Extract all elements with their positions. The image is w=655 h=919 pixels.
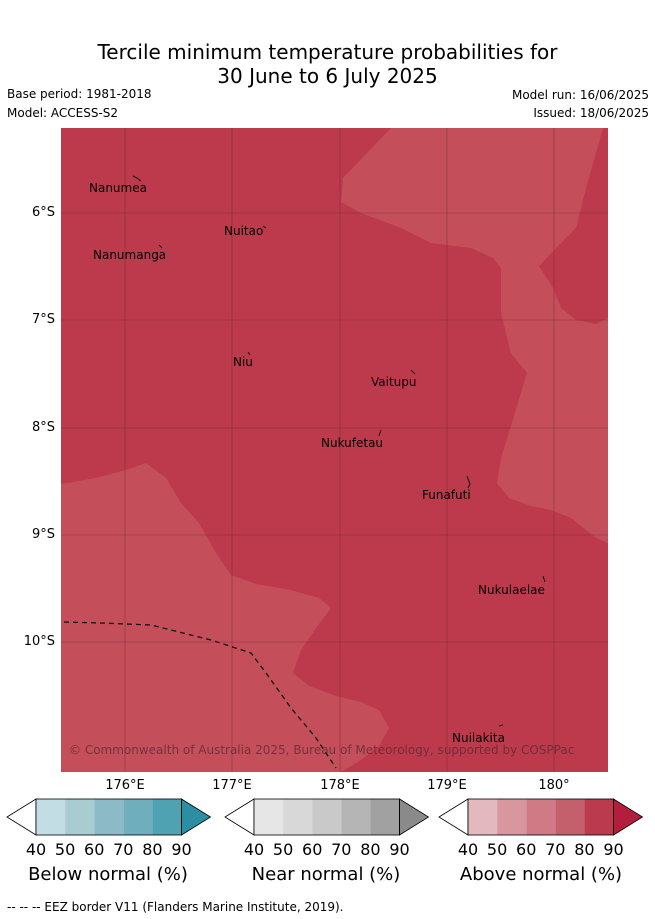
place-label-nuilakita: Nuilakita xyxy=(452,731,505,745)
colorbar-above-min-extension xyxy=(438,798,469,836)
colorbar-label-below: Below normal (%) xyxy=(28,864,188,885)
colorbars xyxy=(6,798,644,836)
base-period: Base period: 1981-2018 xyxy=(7,87,152,101)
island-vaitupu xyxy=(410,369,416,375)
chart-title: Tercile minimum temperature probabilitie… xyxy=(0,40,655,88)
island-funafuti xyxy=(466,475,471,489)
colorbar-near-tick-70: 70 xyxy=(331,840,352,859)
copyright-notice: © Commonwealth of Australia 2025, Bureau… xyxy=(69,743,575,757)
colorbar-below-min-extension xyxy=(6,798,37,836)
colorbar-near-tick-80: 80 xyxy=(360,840,381,859)
place-label-nuitao: Nuitao xyxy=(224,224,264,238)
colorbar-near-outline xyxy=(253,798,400,836)
title-line-2: 30 June to 6 July 2025 xyxy=(217,64,438,88)
colorbar-above-segment-0 xyxy=(468,799,498,835)
colorbar-below-tick-70: 70 xyxy=(113,840,134,859)
lighter-region-southwest xyxy=(61,463,389,772)
island-nanumanga xyxy=(158,244,163,249)
lat-label-8s: 8°S xyxy=(31,420,55,435)
colorbar-label-near: Near normal (%) xyxy=(251,864,401,885)
colorbar-below-max-extension xyxy=(181,798,212,836)
colorbar-below-segment-0 xyxy=(36,799,66,835)
colorbar-near-segment-1 xyxy=(283,799,313,835)
colorbar-near-segment-4 xyxy=(370,799,400,835)
colorbar-near-tick-60: 60 xyxy=(302,840,323,859)
colorbar-above-tick-60: 60 xyxy=(516,840,537,859)
colorbar-above-tick-80: 80 xyxy=(574,840,595,859)
lon-label-180: 180° xyxy=(538,778,570,793)
colorbar-above-segment-1 xyxy=(497,799,527,835)
lon-label-178e: 178°E xyxy=(320,778,360,793)
colorbar-near-min-extension xyxy=(224,798,255,836)
island-outlines xyxy=(132,175,546,727)
colorbar-below-segment-2 xyxy=(94,799,124,835)
lat-label-10s: 10°S xyxy=(23,634,55,649)
lat-label-6s: 6°S xyxy=(31,205,55,220)
colorbar-above-max-extension xyxy=(613,798,644,836)
colorbar-near-tick-50: 50 xyxy=(272,840,294,859)
colorbar-near-tick-90: 90 xyxy=(389,840,410,859)
colorbar-above-segment-3 xyxy=(555,799,585,835)
colorbar-below-outline xyxy=(35,798,182,836)
place-label-nukulaelae: Nukulaelae xyxy=(478,583,545,597)
colorbar-below-tick-60: 60 xyxy=(84,840,105,859)
colorbar-below-tick-90: 90 xyxy=(171,840,192,859)
colorbar-near-max-extension xyxy=(399,798,430,836)
issued-date: Issued: 18/06/2025 xyxy=(533,106,649,120)
eez-legend-note: -- -- -- EEZ border V11 (Flanders Marine… xyxy=(7,900,344,914)
island-nanumea xyxy=(132,175,142,182)
colorbar-near-segment-3 xyxy=(341,799,371,835)
colorbar-near-segment-0 xyxy=(254,799,284,835)
colorbar-near-tick-40: 40 xyxy=(243,840,265,859)
lon-label-179e: 179°E xyxy=(427,778,467,793)
lon-label-176e: 176°E xyxy=(105,778,145,793)
graticule xyxy=(61,128,608,772)
colorbar-above-tick-40: 40 xyxy=(457,840,479,859)
island-nukulaelae xyxy=(542,575,546,583)
lat-label-7s: 7°S xyxy=(31,312,55,327)
island-niu xyxy=(247,351,251,356)
colorbar-below-segment-4 xyxy=(152,799,182,835)
place-label-vaitupu: Vaitupu xyxy=(371,375,417,389)
place-label-nukufetau: Nukufetau xyxy=(321,436,384,450)
lon-label-177e: 177°E xyxy=(212,778,252,793)
model-run: Model run: 16/06/2025 xyxy=(511,88,649,102)
map-canvas xyxy=(61,128,608,772)
colorbar-above-tick-70: 70 xyxy=(545,840,566,859)
colorbar-below-segment-1 xyxy=(65,799,95,835)
place-label-nanumanga: Nanumanga xyxy=(93,248,167,262)
colorbar-below-tick-40: 40 xyxy=(25,840,47,859)
colorbar-above-outline xyxy=(467,798,614,836)
model-name: Model: ACCESS-S2 xyxy=(7,106,119,120)
colorbar-below-segment-3 xyxy=(123,799,153,835)
colorbar-label-above: Above normal (%) xyxy=(459,864,623,885)
map-area xyxy=(61,128,608,772)
island-nuilakita xyxy=(498,724,504,727)
colorbar-above-segment-2 xyxy=(526,799,556,835)
island-nukufetau xyxy=(378,429,382,437)
colorbar-near-segment-2 xyxy=(312,799,342,835)
colorbar-above-segment-4 xyxy=(584,799,614,835)
eez-border xyxy=(63,621,337,769)
colorbar-above-tick-90: 90 xyxy=(603,840,624,859)
colorbar-above-tick-50: 50 xyxy=(486,840,508,859)
lat-label-9s: 9°S xyxy=(31,527,55,542)
title-line-1: Tercile minimum temperature probabilitie… xyxy=(97,40,558,64)
place-label-nanumea: Nanumea xyxy=(89,181,147,195)
colorbar-below-tick-50: 50 xyxy=(54,840,76,859)
place-label-niu: Niu xyxy=(233,355,253,369)
lighter-region-east xyxy=(341,128,608,543)
island-nuitao xyxy=(262,225,267,229)
colorbar-below-tick-80: 80 xyxy=(142,840,163,859)
place-label-funafuti: Funafuti xyxy=(422,488,471,502)
